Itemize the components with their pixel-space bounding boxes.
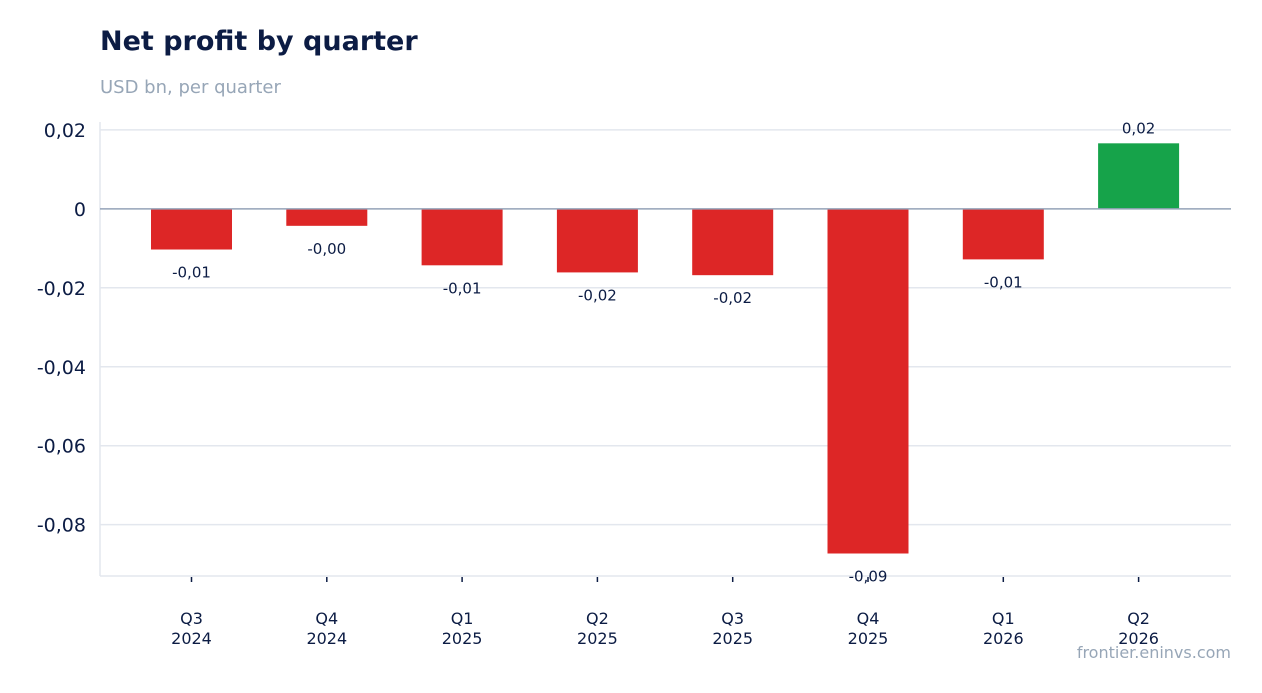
y-tick-label: 0 [74, 199, 86, 221]
data-label: -0,01 [984, 273, 1023, 291]
bar[interactable] [421, 208, 503, 266]
x-tick-label: Q1 [992, 609, 1015, 628]
y-tick-label: -0,04 [37, 357, 86, 379]
data-label: -0,01 [172, 264, 211, 282]
x-tick-label: Q3 [180, 609, 203, 628]
y-tick-label: 0,02 [44, 120, 86, 142]
x-tick-label: 2024 [171, 629, 212, 648]
bars [151, 143, 1180, 554]
x-tick-label: 2025 [848, 629, 889, 648]
y-tick-label: -0,08 [37, 515, 86, 537]
x-tick-label: Q2 [1127, 609, 1150, 628]
x-tick-label: 2025 [712, 629, 753, 648]
x-tick-label: Q1 [451, 609, 474, 628]
y-tick-label: -0,02 [37, 278, 86, 300]
x-tick-label: Q2 [586, 609, 609, 628]
data-label: -0,00 [307, 240, 346, 258]
data-labels: -0,01 -0,00 -0,01 -0,02 -0,02 -0,09 -0,01 0,02 [172, 119, 1155, 585]
x-tick-label: 2026 [1118, 629, 1159, 648]
x-tick-label: 2024 [306, 629, 347, 648]
x-tick-label: Q4 [857, 609, 880, 628]
y-tick-label: -0,06 [37, 436, 86, 458]
data-label: -0,01 [443, 279, 482, 297]
bar[interactable] [827, 208, 909, 554]
data-label: -0,02 [713, 289, 752, 307]
axes: 0,020-0,02-0,04-0,06-0,08Q32024Q42024Q12… [37, 120, 1231, 648]
bar[interactable] [286, 208, 368, 226]
bar[interactable] [1098, 143, 1180, 209]
x-tick-label: 2025 [442, 629, 483, 648]
data-label: -0,02 [578, 286, 617, 304]
chart-title: Net profit by quarter [100, 26, 418, 57]
data-label: 0,02 [1122, 119, 1155, 137]
x-tick-label: Q4 [315, 609, 338, 628]
bar[interactable] [962, 208, 1044, 260]
bar[interactable] [151, 208, 232, 250]
x-tick-label: 2025 [577, 629, 618, 648]
data-label: -0,09 [849, 567, 888, 585]
bar[interactable] [556, 208, 638, 273]
gridlines [100, 129, 1231, 526]
x-tick-label: 2026 [983, 629, 1024, 648]
x-tick-label: Q3 [721, 609, 744, 628]
source-credit: frontier.eninvs.com [1076, 643, 1231, 662]
bar[interactable] [692, 208, 774, 276]
chart-subtitle: USD bn, per quarter [100, 77, 281, 98]
